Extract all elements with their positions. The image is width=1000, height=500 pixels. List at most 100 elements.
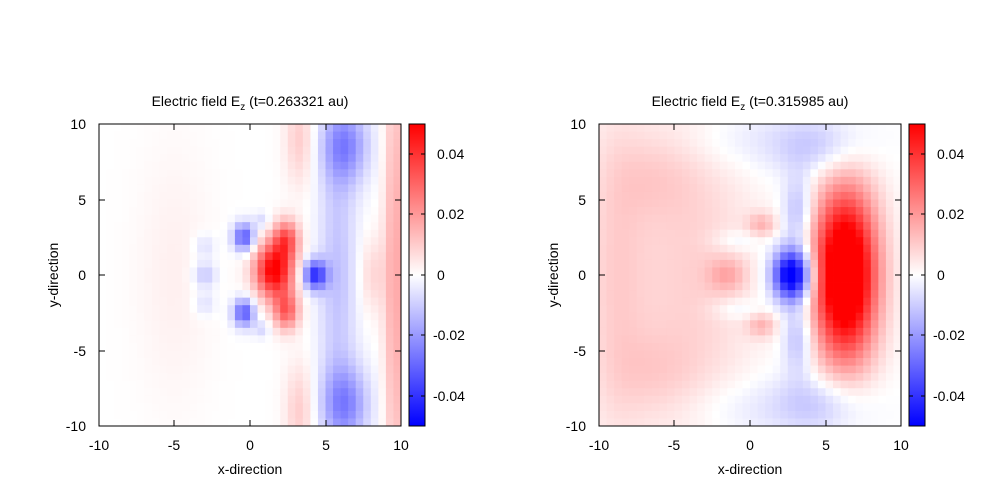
heatmap-cell	[212, 139, 221, 148]
heatmap-cell	[833, 275, 841, 283]
heatmap-cell	[310, 290, 319, 299]
heatmap-cell	[787, 395, 796, 404]
heatmap-cell	[870, 237, 879, 246]
heatmap-cell	[666, 259, 675, 268]
heatmap-cell	[325, 259, 334, 268]
heatmap-cell	[106, 267, 115, 276]
heatmap-cell	[870, 305, 879, 314]
heatmap-cell	[151, 124, 160, 132]
heatmap-cell	[272, 244, 281, 253]
heatmap-cell	[750, 176, 758, 185]
heatmap-cell	[257, 131, 266, 140]
heatmap-cell	[810, 169, 819, 178]
heatmap-cell	[310, 252, 319, 261]
colorbar-tick-marks-2	[909, 153, 925, 397]
heatmap-cell	[636, 297, 645, 306]
heatmap-cell	[848, 146, 857, 155]
heatmap-cell	[614, 237, 623, 246]
heatmap-cell	[682, 275, 690, 283]
heatmap-cell	[644, 214, 653, 223]
heatmap-cell	[704, 327, 713, 336]
heatmap-cell	[840, 161, 849, 170]
heatmap-cell	[810, 237, 819, 246]
heatmap-cell	[863, 207, 872, 215]
heatmap-cell	[355, 388, 364, 397]
heatmap-cell	[599, 312, 607, 321]
heatmap-cell	[212, 229, 221, 238]
heatmap-cell	[234, 403, 243, 412]
heatmap-cell	[878, 365, 887, 374]
y-tick-label: -5	[74, 343, 87, 359]
heatmap-cell	[727, 154, 736, 163]
heatmap-cell	[878, 259, 887, 268]
heatmap-cell	[772, 131, 781, 140]
heatmap-cell	[599, 214, 607, 223]
heatmap-cell	[189, 237, 198, 246]
heatmap-cell	[317, 342, 326, 351]
heatmap-cell	[99, 252, 107, 261]
heatmap-cell	[212, 169, 221, 178]
heatmap-cell	[810, 365, 819, 374]
heatmap-cell	[727, 222, 736, 231]
heatmap-cell	[659, 146, 668, 155]
heatmap-cell	[666, 297, 675, 306]
heatmap-cell	[651, 131, 660, 140]
heatmap-cell	[151, 380, 160, 389]
heatmap-cell	[855, 199, 864, 208]
heatmap-cell	[802, 365, 811, 374]
heatmap-cell	[727, 131, 736, 140]
heatmap-cell	[227, 252, 236, 261]
heatmap-cell	[325, 418, 334, 427]
heatmap-cell	[272, 380, 281, 389]
heatmap-cell	[114, 191, 123, 200]
heatmap-cell	[272, 388, 281, 397]
heatmap-cell	[204, 214, 213, 223]
heatmap-cell	[863, 395, 872, 404]
heatmap-cell	[302, 290, 311, 299]
heatmap-cell	[682, 161, 690, 170]
heatmap-cell	[682, 342, 690, 351]
heatmap-cell	[870, 410, 879, 419]
heatmap-cell	[370, 199, 379, 208]
heatmap-cell	[151, 154, 160, 163]
heatmap-cell	[333, 207, 341, 215]
heatmap-cell	[599, 335, 607, 344]
heatmap-cell	[636, 169, 645, 178]
heatmap-cell	[848, 252, 857, 261]
heatmap-cell	[674, 312, 683, 321]
heatmap-cell	[787, 207, 796, 215]
heatmap-cell	[712, 373, 721, 382]
heatmap-cell	[636, 244, 645, 253]
heatmap-cell	[257, 139, 266, 148]
heatmap-cell	[810, 131, 819, 140]
heatmap-cell	[348, 342, 357, 351]
heatmap-cell	[629, 342, 638, 351]
heatmap-cell	[151, 312, 160, 321]
heatmap-cell	[166, 199, 175, 208]
heatmap-cell	[129, 395, 138, 404]
heatmap-cell	[257, 184, 266, 193]
heatmap-cell	[348, 373, 357, 382]
heatmap-cell	[212, 395, 221, 404]
heatmap-cell	[795, 199, 804, 208]
heatmap-cell	[787, 403, 796, 412]
heatmap-cell	[765, 237, 774, 246]
heatmap-cell	[257, 358, 266, 366]
heatmap-cell	[599, 229, 607, 238]
heatmap-cell	[325, 161, 334, 170]
heatmap-cell	[599, 327, 607, 336]
heatmap-cell	[340, 388, 349, 397]
heatmap-cell	[780, 214, 789, 223]
heatmap-cell	[727, 373, 736, 382]
heatmap-cell	[674, 222, 683, 231]
heatmap-cell	[287, 222, 296, 231]
heatmap-cell	[333, 350, 341, 359]
heatmap-cell	[712, 207, 721, 215]
heatmap-cell	[227, 365, 236, 374]
heatmap-cell	[197, 229, 206, 238]
heatmap-cell	[333, 297, 341, 306]
heatmap-cell	[636, 237, 645, 246]
heatmap-cell	[272, 237, 281, 246]
heatmap-cell	[242, 350, 251, 359]
heatmap-cell	[742, 184, 751, 193]
